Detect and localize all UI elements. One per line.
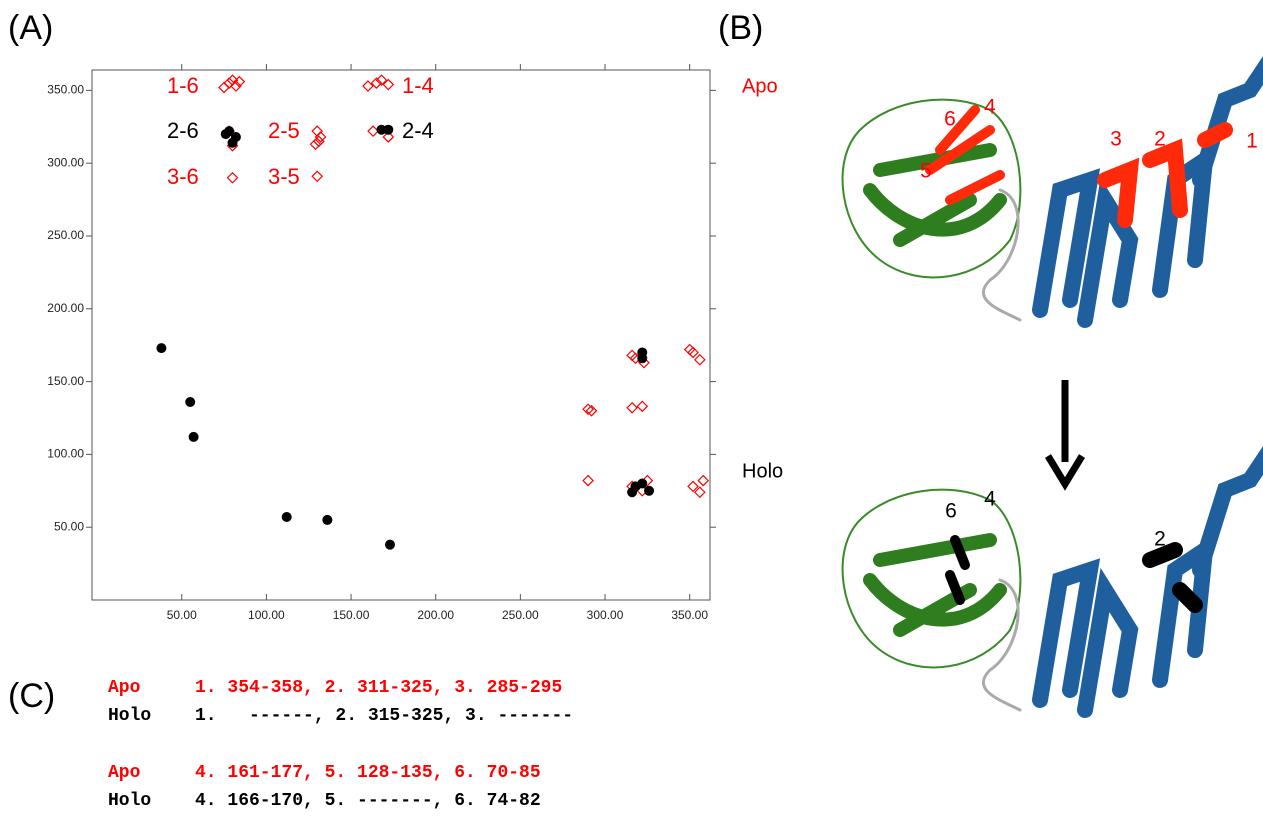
range-state: Apo [108, 678, 141, 698]
cluster-label: 2-4 [402, 118, 434, 143]
x-tick-label: 300.00 [587, 608, 624, 622]
point [636, 400, 649, 413]
y-tick-label: 250.00 [47, 228, 84, 242]
point [582, 474, 594, 487]
point [233, 75, 246, 88]
point [313, 135, 325, 148]
plot-frame [91, 69, 711, 601]
point [637, 353, 648, 364]
segment-label: 3 [1110, 128, 1122, 151]
point [314, 131, 327, 143]
panel-label: (C) [8, 677, 55, 715]
range-state: Apo [108, 763, 141, 783]
point [370, 77, 383, 89]
point [626, 349, 638, 362]
point [375, 74, 388, 87]
y-tick-label: 100.00 [47, 447, 84, 461]
range-text: 1. 354-358, 2. 311-325, 3. 285-295 [195, 678, 563, 698]
panel-label: (B) [718, 9, 763, 47]
point [382, 78, 395, 91]
cluster-label: 3-5 [268, 164, 300, 189]
point [382, 131, 395, 143]
series-label: Apo [742, 75, 778, 97]
point [226, 171, 239, 184]
holo-structure [841, 446, 1263, 718]
point [281, 512, 292, 523]
point [156, 343, 167, 354]
segment-label: 4 [984, 488, 996, 511]
point [637, 478, 648, 489]
point [697, 474, 710, 487]
x-tick-label: 350.00 [671, 608, 708, 622]
transition-arrow-head [1045, 454, 1085, 491]
x-tick-label: 50.00 [167, 608, 197, 622]
point [687, 346, 699, 359]
point [309, 138, 322, 151]
y-tick-label: 350.00 [47, 83, 84, 97]
y-tick-label: 300.00 [47, 155, 84, 169]
x-tick-label: 250.00 [502, 608, 539, 622]
point [230, 80, 242, 92]
segment-label: 5 [920, 160, 932, 183]
point [383, 124, 394, 135]
apo-structure [841, 56, 1263, 328]
x-tick-label: 200.00 [417, 608, 454, 622]
range-text: 4. 166-170, 5. -------, 6. 74-82 [195, 791, 541, 811]
point [384, 539, 395, 550]
segment-label: 4 [984, 96, 996, 119]
point [185, 396, 196, 407]
range-text: 4. 161-177, 5. 128-135, 6. 70-85 [195, 763, 541, 783]
point [367, 125, 379, 138]
point [693, 486, 706, 499]
point [687, 480, 699, 493]
point [693, 353, 706, 366]
range-state: Holo [108, 791, 152, 811]
point [362, 80, 374, 92]
cluster-label: 2-6 [167, 118, 199, 143]
point [218, 81, 230, 94]
point [683, 343, 696, 356]
range-state: Holo [108, 706, 152, 726]
y-tick-label: 200.00 [47, 301, 84, 315]
point [322, 514, 333, 525]
panel-label: (A) [8, 9, 53, 47]
point [626, 401, 638, 414]
point [582, 403, 594, 416]
point [188, 431, 199, 442]
point [223, 77, 235, 89]
point [311, 170, 324, 183]
point [585, 404, 598, 417]
segment-label: 1 [1246, 130, 1258, 153]
y-tick-label: 150.00 [47, 374, 84, 388]
cluster-label: 2-5 [268, 118, 300, 143]
cluster-label: 3-6 [167, 164, 199, 189]
point [220, 129, 231, 140]
cluster-label: 1-6 [167, 73, 199, 98]
x-tick-label: 100.00 [248, 608, 285, 622]
segment-label: 6 [945, 500, 957, 523]
point [627, 487, 638, 498]
point [644, 485, 655, 496]
range-text: 1. ------, 2. 315-325, 3. ------- [195, 706, 574, 726]
x-tick-label: 150.00 [333, 608, 370, 622]
y-tick-label: 50.00 [54, 519, 84, 533]
segment-label: 2 [1154, 528, 1166, 551]
segment-label: 6 [944, 108, 956, 131]
point [227, 137, 238, 148]
cluster-label: 1-4 [402, 73, 434, 98]
series-label: Holo [742, 460, 783, 482]
segment-label: 2 [1154, 128, 1166, 151]
